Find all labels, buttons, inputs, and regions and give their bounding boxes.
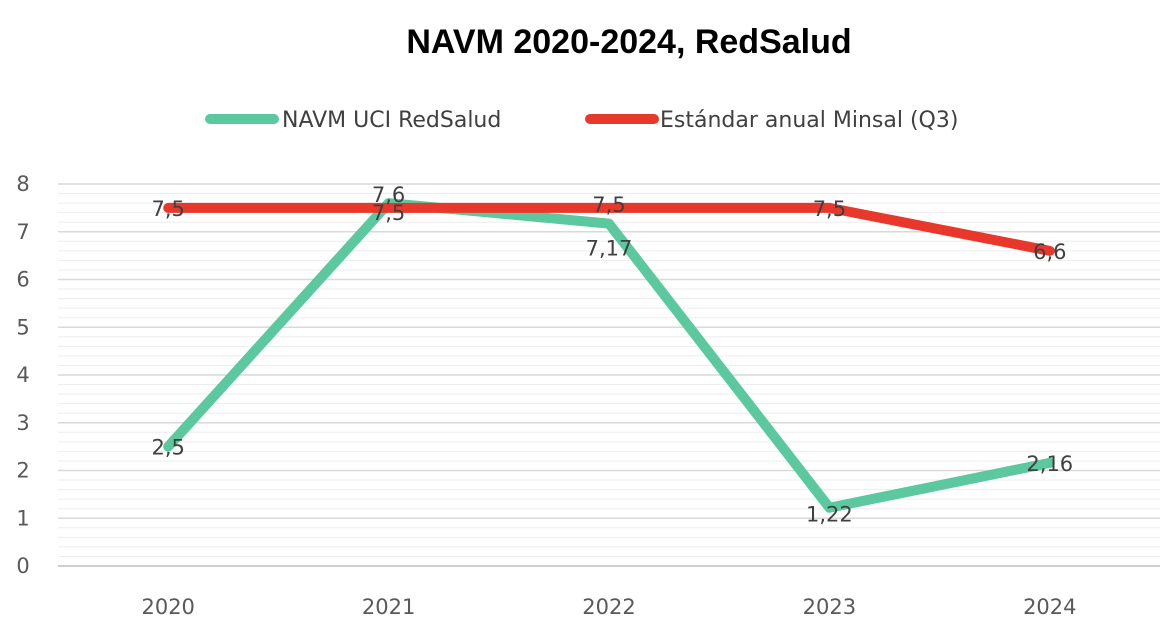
data-label-navm-uci: 7,6 xyxy=(372,183,405,207)
data-label-estandar-minsal: 7,5 xyxy=(151,197,184,221)
x-tick-label: 2022 xyxy=(582,595,635,619)
y-tick-label: 5 xyxy=(16,315,29,339)
data-label-estandar-minsal: 6,6 xyxy=(1033,240,1066,264)
legend-label-navm-uci: NAVM UCI RedSalud xyxy=(282,108,501,133)
x-tick-label: 2024 xyxy=(1023,595,1076,619)
x-tick-label: 2021 xyxy=(362,595,415,619)
x-tick-label: 2020 xyxy=(141,595,194,619)
data-label-navm-uci: 7,17 xyxy=(586,237,633,261)
y-tick-label: 0 xyxy=(16,554,29,578)
legend: NAVM UCI RedSalud Estándar anual Minsal … xyxy=(205,108,958,133)
y-tick-label: 2 xyxy=(16,459,29,483)
series-line-navm-uci xyxy=(163,198,1055,513)
y-tick-label: 6 xyxy=(16,268,29,292)
y-tick-label: 1 xyxy=(16,506,29,530)
series-lines xyxy=(163,198,1055,513)
x-tick-label: 2023 xyxy=(803,595,856,619)
x-axis: 2020 2021 2022 2023 2024 xyxy=(141,595,1076,619)
data-label-estandar-minsal: 7,5 xyxy=(813,197,846,221)
y-tick-label: 7 xyxy=(16,220,29,244)
y-axis: 0 1 2 3 4 5 6 7 8 xyxy=(16,172,29,578)
data-label-navm-uci: 2,5 xyxy=(151,436,184,460)
y-tick-label: 3 xyxy=(16,411,29,435)
chart-title: NAVM 2020-2024, RedSalud xyxy=(406,23,851,61)
series-line-estandar-minsal xyxy=(163,202,1055,256)
data-label-estandar-minsal: 7,5 xyxy=(372,201,405,225)
y-tick-label: 8 xyxy=(16,172,29,196)
data-label-navm-uci: 1,22 xyxy=(806,503,853,527)
data-label-estandar-minsal: 7,5 xyxy=(592,193,625,217)
data-label-navm-uci: 2,16 xyxy=(1026,452,1073,476)
y-tick-label: 4 xyxy=(16,363,29,387)
data-labels: 2,5 7,6 7,17 1,22 2,16 7,5 7,5 7,5 7,5 6,6 xyxy=(151,183,1073,527)
legend-label-estandar-minsal: Estándar anual Minsal (Q3) xyxy=(660,108,958,133)
